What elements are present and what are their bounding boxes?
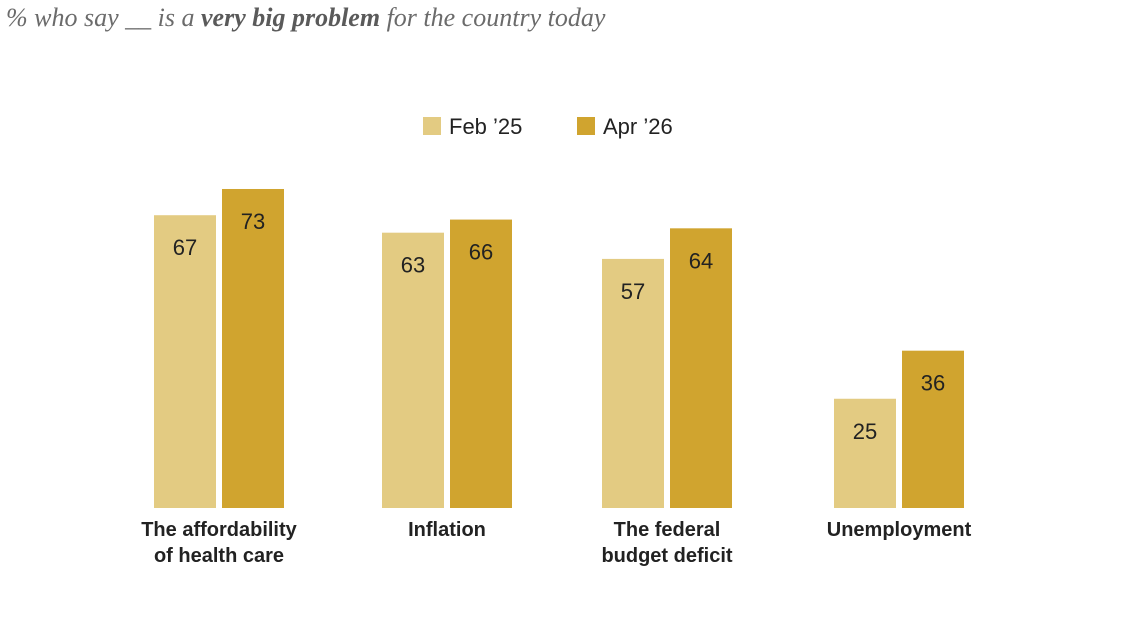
category-label-line: The affordability [141, 519, 297, 541]
data-label-3-1: 36 [921, 371, 945, 396]
data-label-1-1: 66 [469, 240, 493, 265]
data-label-2-0: 57 [621, 279, 645, 304]
data-label-1-0: 63 [401, 253, 425, 278]
category-label-2: The federal budget deficit [601, 519, 732, 567]
bar-3-0 [834, 398, 896, 508]
legend-label: Apr ’26 [603, 114, 673, 139]
category-label-line: Unemployment [827, 519, 972, 541]
legend-label: Feb ’25 [449, 114, 522, 139]
subtitle-post: for the country today [380, 3, 606, 32]
legend-item-0: Feb ’25 [423, 114, 522, 139]
legend-item-1: Apr ’26 [577, 114, 673, 139]
subtitle-pre: % who say __ is a [6, 3, 201, 32]
bar-group-3: 25 36 [834, 350, 964, 508]
bar-0-0 [154, 215, 216, 508]
legend-swatch [423, 117, 441, 135]
chart-subtitle: % who say __ is a very big problem for t… [6, 3, 605, 33]
category-label-line: Inflation [408, 519, 486, 541]
bar-0-1 [222, 188, 284, 509]
bar-2-1 [670, 228, 732, 508]
category-label-3: Unemployment [827, 519, 972, 541]
category-label-line: budget deficit [601, 545, 732, 567]
data-label-0-0: 67 [173, 235, 197, 260]
bar-3-1 [902, 350, 964, 508]
bar-group-0: 67 73 [154, 188, 284, 509]
subtitle-emphasis: very big problem [201, 3, 381, 32]
legend-swatch [577, 117, 595, 135]
bar-group-2: 57 64 [602, 228, 732, 508]
bar-1-0 [382, 232, 444, 508]
category-label-1: Inflation [408, 519, 486, 541]
data-label-3-0: 25 [853, 419, 877, 444]
category-label-line: The federal [614, 519, 721, 541]
bar-2-0 [602, 258, 664, 508]
bar-1-1 [450, 219, 512, 508]
data-label-2-1: 64 [689, 248, 713, 273]
category-label-line: of health care [154, 545, 284, 567]
category-label-0: The affordability of health care [141, 519, 297, 567]
data-label-0-1: 73 [241, 209, 265, 234]
bar-group-1: 63 66 [382, 219, 512, 508]
